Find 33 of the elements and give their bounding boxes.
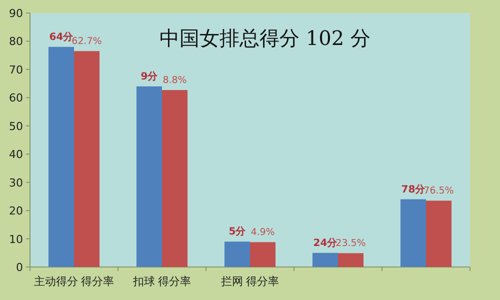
bar — [426, 200, 452, 267]
y-tick-label: 50 — [9, 120, 23, 133]
y-tick-label: 70 — [9, 63, 23, 76]
y-tick-label: 60 — [9, 92, 23, 105]
bar — [312, 252, 338, 267]
y-tick-label: 90 — [9, 7, 23, 20]
annotation: 76.5% — [424, 186, 454, 197]
annotation: 9分 — [140, 70, 159, 82]
x-tick-label: 主动得分 得分率 — [34, 275, 114, 288]
y-tick-label: 40 — [9, 148, 23, 162]
bar — [224, 242, 250, 267]
annotation: 23.5% — [336, 238, 366, 250]
bar — [136, 86, 162, 267]
annotation: 24分 — [313, 236, 338, 249]
annotation: 62.7% — [72, 36, 102, 48]
annotation: 78分 — [401, 183, 426, 196]
y-tick-label: 10 — [9, 232, 23, 246]
x-tick-label: 拦网 得分率 — [220, 275, 280, 288]
bar — [250, 242, 276, 267]
y-tick-label: 20 — [9, 204, 23, 218]
x-tick-label: 扣球 得分率 — [132, 275, 192, 288]
text: 中国女排总得分 102 分 — [160, 26, 370, 50]
y-tick-label: 30 — [9, 176, 23, 190]
y-tick-label: 80 — [9, 35, 23, 48]
annotation: 8.8% — [162, 75, 187, 86]
bar — [74, 51, 100, 267]
y-tick-label: 0 — [16, 261, 23, 274]
annotation: 4.9% — [250, 227, 275, 238]
bar — [162, 90, 188, 267]
bar — [48, 46, 74, 267]
annotation: 5分 — [228, 226, 247, 238]
bar — [338, 253, 364, 267]
bar — [400, 199, 426, 267]
